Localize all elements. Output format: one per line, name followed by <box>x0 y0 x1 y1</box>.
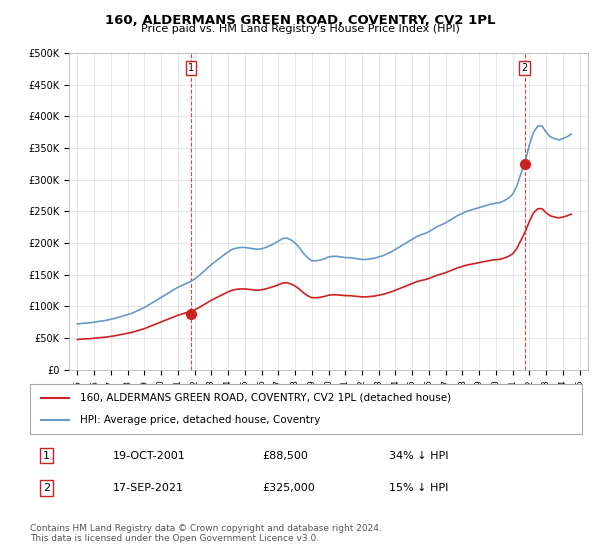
Text: 2: 2 <box>521 63 527 73</box>
Text: £88,500: £88,500 <box>262 451 308 461</box>
Text: 19-OCT-2001: 19-OCT-2001 <box>113 451 185 461</box>
Text: 15% ↓ HPI: 15% ↓ HPI <box>389 483 448 493</box>
Text: Contains HM Land Registry data © Crown copyright and database right 2024.
This d: Contains HM Land Registry data © Crown c… <box>30 524 382 543</box>
Text: HPI: Average price, detached house, Coventry: HPI: Average price, detached house, Cove… <box>80 415 320 425</box>
Text: 2: 2 <box>43 483 50 493</box>
Text: 1: 1 <box>43 451 50 461</box>
Text: £325,000: £325,000 <box>262 483 314 493</box>
Text: 17-SEP-2021: 17-SEP-2021 <box>113 483 184 493</box>
Text: 160, ALDERMANS GREEN ROAD, COVENTRY, CV2 1PL (detached house): 160, ALDERMANS GREEN ROAD, COVENTRY, CV2… <box>80 393 451 403</box>
Text: 160, ALDERMANS GREEN ROAD, COVENTRY, CV2 1PL: 160, ALDERMANS GREEN ROAD, COVENTRY, CV2… <box>105 14 495 27</box>
Text: 34% ↓ HPI: 34% ↓ HPI <box>389 451 448 461</box>
Text: 1: 1 <box>188 63 194 73</box>
Text: Price paid vs. HM Land Registry's House Price Index (HPI): Price paid vs. HM Land Registry's House … <box>140 24 460 34</box>
